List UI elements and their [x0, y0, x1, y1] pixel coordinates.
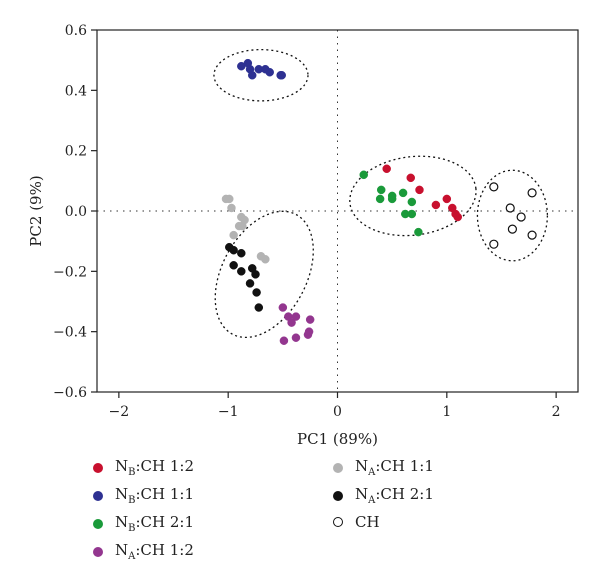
data-point — [407, 197, 417, 207]
data-point — [489, 239, 499, 249]
legend-label: NA:CH 1:2 — [115, 541, 194, 562]
x-tick-label: −1 — [218, 404, 239, 420]
data-point — [291, 333, 301, 342]
y-tick-label: 0.4 — [65, 83, 87, 99]
legend-item: NB:CH 2:1 — [93, 513, 194, 534]
data-point — [442, 194, 452, 204]
y-tick-label: −0.6 — [53, 385, 87, 401]
data-point — [305, 315, 315, 324]
data-point — [407, 209, 417, 219]
cluster-ellipse-1 — [213, 48, 309, 102]
data-point — [489, 182, 499, 192]
y-tick-label: 0.2 — [65, 144, 87, 160]
cluster-ellipse-2 — [349, 155, 477, 237]
data-point — [225, 194, 234, 204]
data-point — [527, 188, 537, 198]
data-point — [303, 330, 313, 339]
legend-item: NA:CH 1:1 — [333, 457, 434, 478]
legend-marker — [93, 490, 103, 501]
legend-label: NB:CH 1:1 — [115, 485, 195, 506]
legend-marker — [333, 517, 343, 527]
legend-marker — [333, 490, 343, 501]
legend-item: CH — [333, 513, 380, 531]
data-point — [238, 221, 247, 231]
y-tick-label: 0.0 — [65, 204, 87, 220]
data-points — [221, 58, 537, 345]
data-point — [229, 230, 238, 240]
data-point — [398, 188, 408, 198]
y-axis-label: PC2 (9%) — [27, 175, 45, 246]
legend-label: NB:CH 2:1 — [115, 513, 195, 534]
y-tick-label: 0.6 — [65, 23, 87, 39]
x-tick-label: 1 — [442, 404, 451, 420]
data-point — [229, 261, 238, 270]
data-point — [252, 288, 261, 297]
cluster-ellipses — [213, 48, 549, 339]
data-point — [279, 336, 289, 345]
data-point — [414, 227, 423, 237]
legend-item: NA:CH 1:2 — [93, 541, 194, 562]
y-tick-label: −0.2 — [53, 264, 87, 280]
data-point — [287, 318, 296, 327]
data-point — [527, 230, 537, 240]
x-axis-label: PC1 (89%) — [297, 430, 378, 448]
pca-scatter-chart: −2 −1 0 1 2 −0.6 −0.4 −0.2 0.0 0.2 0.4 0.6 PC1 (89%… — [27, 23, 579, 448]
legend-marker — [333, 462, 343, 473]
data-point — [277, 71, 286, 80]
data-point — [291, 312, 301, 321]
legend-marker — [93, 462, 103, 473]
data-point — [415, 185, 424, 195]
data-point — [376, 185, 386, 195]
data-point — [375, 194, 385, 204]
data-point — [247, 71, 257, 80]
x-tick-label: 2 — [552, 404, 561, 420]
data-point — [254, 303, 264, 312]
data-point — [359, 170, 368, 180]
legend-item: NB:CH 1:2 — [93, 457, 194, 478]
data-point — [505, 203, 515, 213]
data-point — [251, 270, 260, 279]
legend-label: NB:CH 1:2 — [115, 457, 195, 478]
data-point — [453, 212, 462, 222]
legend-label: CH — [355, 513, 380, 531]
data-point — [237, 267, 246, 276]
x-tick-label: −2 — [109, 404, 130, 420]
data-point — [229, 245, 238, 255]
legend-item: NA:CH 2:1 — [333, 485, 434, 506]
data-point — [382, 164, 391, 174]
legend-label: NA:CH 2:1 — [355, 485, 434, 506]
data-point — [265, 67, 274, 77]
data-point — [278, 303, 288, 312]
cluster-ellipse-4 — [214, 210, 314, 339]
x-tick-label: 0 — [333, 404, 342, 420]
legend-item: NB:CH 1:1 — [93, 485, 194, 506]
axes: −2 −1 0 1 2 −0.6 −0.4 −0.2 0.0 0.2 0.4 0.6 — [53, 23, 579, 420]
legend-label: NA:CH 1:1 — [355, 457, 434, 478]
legend-marker — [93, 518, 103, 529]
data-point — [387, 194, 397, 204]
data-point — [507, 224, 518, 234]
legend-marker — [93, 546, 103, 557]
data-point — [227, 203, 236, 213]
data-point — [406, 173, 415, 183]
data-point — [261, 255, 270, 264]
zero-lines — [97, 30, 578, 392]
data-point — [516, 212, 526, 222]
data-point — [431, 200, 441, 210]
data-point — [237, 248, 246, 258]
cluster-ellipse-3 — [476, 169, 549, 262]
data-point — [245, 279, 255, 288]
y-tick-label: −0.4 — [53, 325, 87, 341]
